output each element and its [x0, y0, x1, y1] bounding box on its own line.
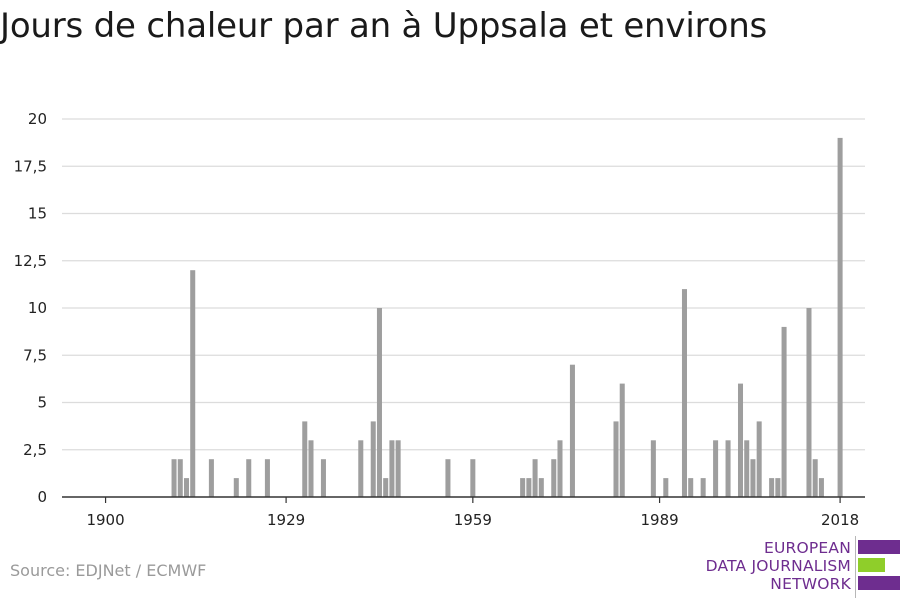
y-tick-label: 7,5 [23, 346, 47, 364]
bar[interactable] [376, 308, 382, 497]
tick-labels: 0 2,5 5 7,5 10 12,5 15 17,5 20 1900 1929 1959 1989 20… [14, 110, 860, 529]
bar[interactable] [569, 364, 575, 497]
y-tick-label: 5 [37, 394, 47, 412]
edjnet-logo[interactable]: EUROPEAN DATA JOURNALISM NETWORK [690, 530, 900, 600]
bar[interactable] [713, 440, 719, 497]
logo-text-line1: EUROPEAN [763, 539, 851, 557]
gridlines [62, 118, 865, 451]
bar[interactable] [557, 440, 563, 497]
bar[interactable] [744, 440, 750, 497]
bar[interactable] [177, 459, 183, 497]
bar[interactable] [233, 478, 239, 497]
bar[interactable] [769, 478, 775, 497]
x-tick-label: 1929 [267, 511, 305, 529]
bar[interactable] [837, 137, 843, 497]
bar[interactable] [756, 421, 762, 497]
chart-title: Jours de chaleur par an à Uppsala et env… [0, 6, 768, 46]
bar[interactable] [370, 421, 376, 497]
y-tick-label: 0 [37, 488, 47, 506]
y-tick-label: 12,5 [14, 252, 47, 270]
y-tick-label: 17,5 [14, 157, 47, 175]
bar[interactable] [619, 383, 625, 497]
bar[interactable] [395, 440, 401, 497]
logo-text-line3: NETWORK [770, 575, 851, 593]
bar[interactable] [750, 459, 756, 497]
bar[interactable] [538, 478, 544, 497]
bar[interactable] [320, 459, 326, 497]
source-note: Source: EDJNet / ECMWF [10, 561, 207, 580]
y-tick-label: 10 [28, 299, 47, 317]
bar[interactable] [383, 478, 389, 497]
bar[interactable] [551, 459, 557, 497]
logo-text-line2: DATA JOURNALISM [705, 557, 851, 575]
bar[interactable] [308, 440, 314, 497]
bar[interactable] [445, 459, 451, 497]
axes [62, 496, 865, 503]
x-tick-label: 1959 [454, 511, 492, 529]
bar[interactable] [812, 459, 818, 497]
y-tick-label: 2,5 [23, 441, 47, 459]
x-tick-label: 1900 [86, 511, 124, 529]
bar[interactable] [264, 459, 270, 497]
bar[interactable] [208, 459, 214, 497]
bar[interactable] [520, 478, 526, 497]
logo-divider [855, 536, 856, 598]
bar[interactable] [613, 421, 619, 497]
y-tick-label: 15 [28, 205, 47, 223]
logo-bar-purple-top [858, 540, 900, 554]
y-tick-label: 20 [28, 110, 47, 128]
bar[interactable] [737, 383, 744, 497]
bars [171, 137, 843, 497]
bar[interactable] [663, 478, 669, 497]
bar-chart: 0 2,5 5 7,5 10 12,5 15 17,5 20 1900 1929 1959 1989 20… [14, 110, 865, 529]
bar[interactable] [470, 459, 476, 497]
bar[interactable] [818, 478, 824, 497]
bar[interactable] [806, 308, 812, 497]
bar[interactable] [389, 440, 395, 497]
bar[interactable] [532, 459, 538, 497]
bar[interactable] [526, 478, 532, 497]
bar[interactable] [190, 270, 196, 497]
x-tick-label: 1989 [640, 511, 678, 529]
bar[interactable] [700, 478, 706, 497]
bar[interactable] [358, 440, 364, 497]
bar[interactable] [246, 459, 252, 497]
bar[interactable] [183, 478, 190, 497]
bar[interactable] [688, 478, 694, 497]
logo-bar-green [858, 558, 885, 572]
logo-bar-purple-bottom [858, 576, 900, 590]
bar[interactable] [171, 459, 177, 497]
bar[interactable] [681, 289, 687, 497]
bar[interactable] [781, 326, 787, 497]
x-tick-label: 2018 [821, 511, 859, 529]
bar[interactable] [302, 421, 308, 497]
bar[interactable] [775, 478, 781, 497]
bar[interactable] [725, 440, 731, 497]
bar[interactable] [650, 440, 656, 497]
